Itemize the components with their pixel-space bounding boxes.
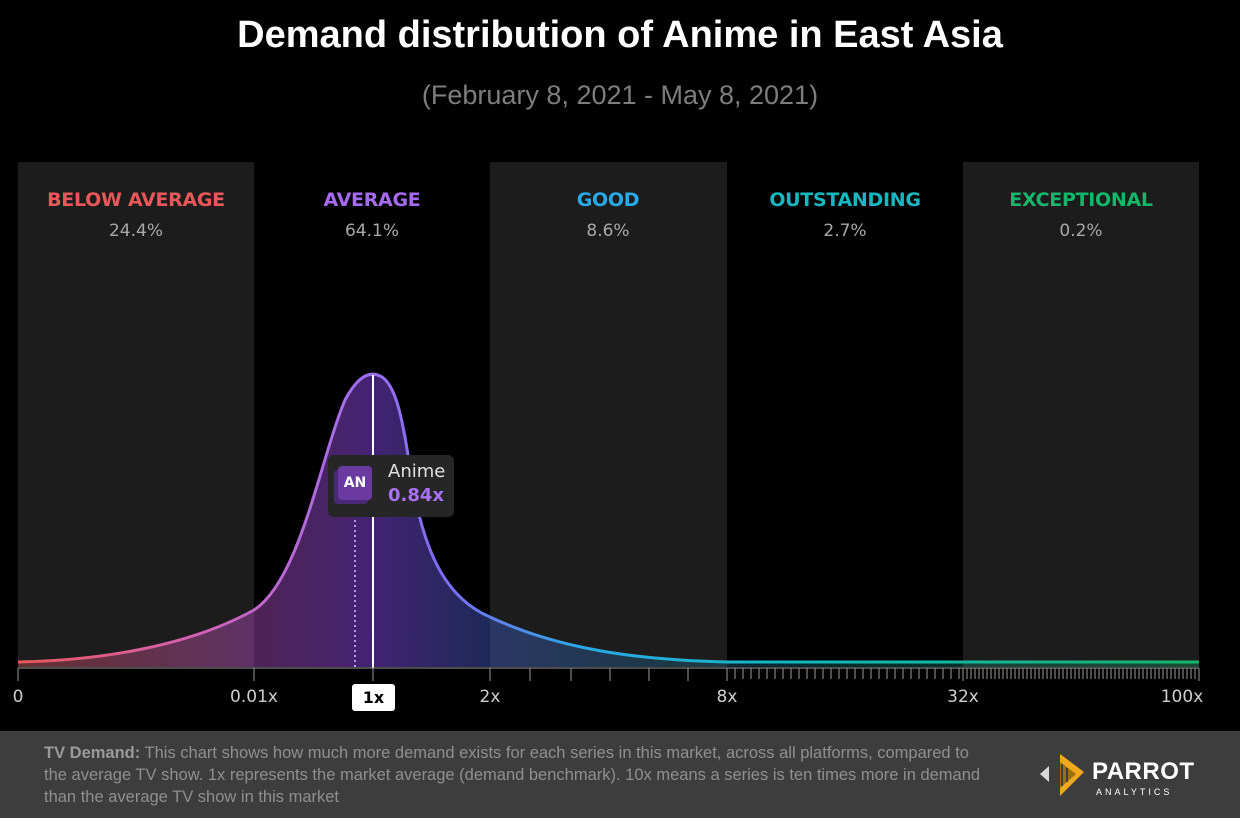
parrot-logo-mark-icon xyxy=(1060,754,1084,796)
band-percent-good: 8.6% xyxy=(586,221,630,241)
band-label-average: AVERAGE xyxy=(323,189,421,211)
chart-subtitle: (February 8, 2021 - May 8, 2021) xyxy=(421,80,819,110)
footer-text: This chart shows how much more demand ex… xyxy=(44,744,981,806)
tick-label-2x: 2x xyxy=(479,687,501,707)
benchmark-label: 1x xyxy=(352,684,395,711)
x-axis-ticks xyxy=(17,668,1200,681)
band-label-good: GOOD xyxy=(576,189,640,211)
tick-label-100x: 100x xyxy=(1160,687,1204,707)
tick-label-0-01x: 0.01x xyxy=(230,687,278,707)
distribution-area xyxy=(18,374,1199,667)
footer-label: TV Demand: xyxy=(44,744,141,762)
band-label-outstanding: OUTSTANDING xyxy=(769,189,921,211)
logo-brand-sub: ANALYTICS xyxy=(1096,787,1173,797)
logo-brand-name: PARROT xyxy=(1092,758,1195,785)
band-label-below-average: BELOW AVERAGE xyxy=(47,189,225,211)
series-name: Anime xyxy=(388,461,446,482)
distribution-curve xyxy=(17,372,1199,664)
footer-description: TV Demand: This chart shows how much mor… xyxy=(44,742,984,808)
tick-label-32x: 32x xyxy=(947,687,979,707)
distribution-chart xyxy=(17,372,1200,681)
footer: TV Demand: This chart shows how much mor… xyxy=(0,731,1240,818)
band-label-exceptional: EXCEPTIONAL xyxy=(1009,189,1153,211)
band-below-average xyxy=(18,162,254,667)
band-exceptional xyxy=(963,162,1199,667)
tick-label-8x: 8x xyxy=(716,687,738,707)
band-percent-below-average: 24.4% xyxy=(108,221,163,241)
series-badge: AN xyxy=(338,466,372,500)
series-value: 0.84x xyxy=(388,485,445,506)
tick-label-0: 0 xyxy=(12,687,24,707)
band-percent-exceptional: 0.2% xyxy=(1059,221,1103,241)
band-good xyxy=(490,162,727,667)
chart-title: Demand distribution of Anime in East Asi… xyxy=(237,14,1003,56)
band-percent-average: 64.1% xyxy=(344,221,399,241)
series-tooltip[interactable]: AN Anime 0.84x xyxy=(328,455,454,517)
back-arrow-icon xyxy=(1040,766,1049,782)
parrot-analytics-logo: PARROT ANALYTICS xyxy=(1040,752,1200,802)
band-percent-outstanding: 2.7% xyxy=(823,221,867,241)
